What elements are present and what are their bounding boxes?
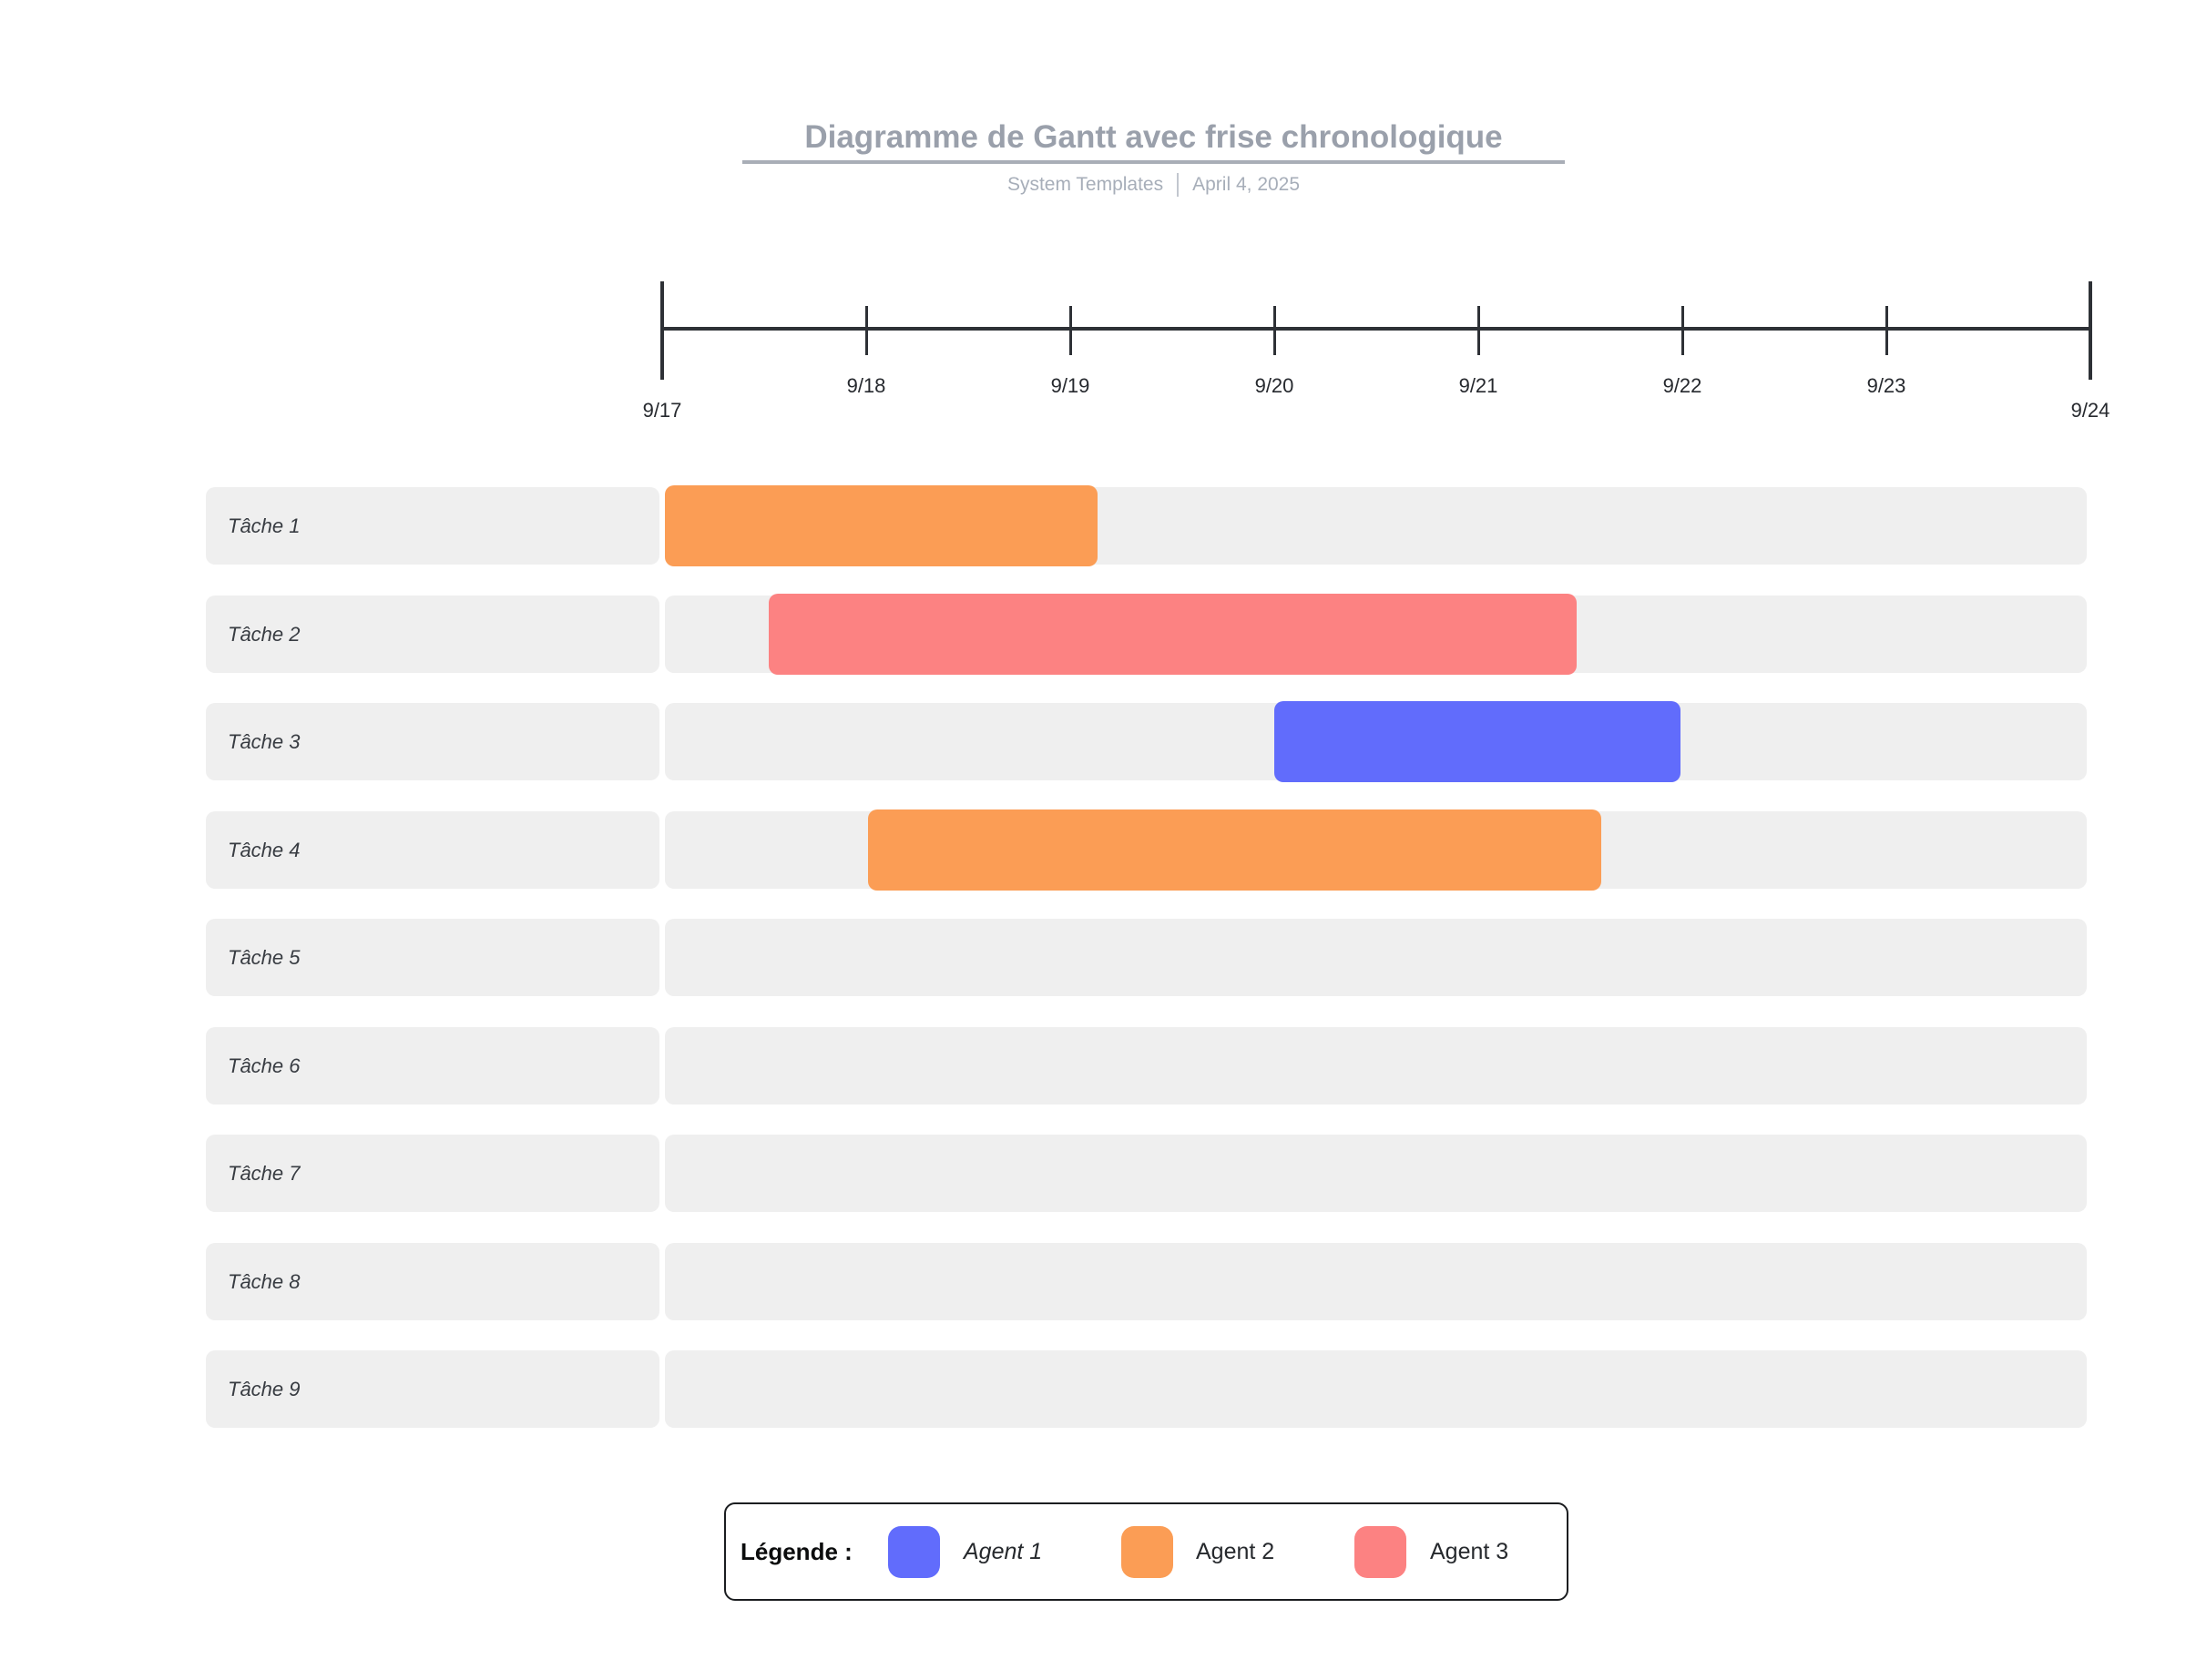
timeline-tick-label-9-19: 9/19: [1050, 374, 1090, 397]
gantt-bar-tache-1[interactable]: [665, 485, 1098, 566]
task-label-tache-9: Tâche 9: [228, 1378, 301, 1400]
task-track-tache-5: [665, 919, 2087, 996]
timeline-tick-label-9-22: 9/22: [1662, 374, 1702, 397]
title-underline: [742, 160, 1565, 164]
task-label-tache-5: Tâche 5: [228, 946, 301, 969]
timeline-tick-9-20: [1272, 306, 1276, 355]
legend-swatch-agent-1: [888, 1526, 940, 1578]
subtitle-source: System Templates: [1006, 174, 1164, 195]
gantt-bar-tache-2[interactable]: [768, 593, 1578, 675]
gantt-bar-tache-3[interactable]: [1274, 701, 1680, 782]
task-label-box-tache-8: [206, 1242, 659, 1320]
legend-title: Légende :: [741, 1538, 853, 1565]
task-track-tache-9: [665, 1350, 2087, 1428]
timeline-tick-9-17: [660, 281, 664, 380]
task-track-tache-6: [665, 1026, 2087, 1105]
task-label-box-tache-3: [206, 703, 659, 780]
task-label-box-tache-6: [206, 1026, 659, 1105]
task-label-tache-4: Tâche 4: [228, 838, 301, 861]
task-label-tache-3: Tâche 3: [228, 730, 301, 753]
timeline-tick-9-19: [1068, 306, 1072, 355]
legend-label-agent-2: Agent 2: [1196, 1539, 1275, 1564]
task-label-tache-2: Tâche 2: [228, 622, 301, 646]
timeline-tick-label-9-17: 9/17: [642, 399, 682, 422]
task-label-box-tache-5: [206, 919, 659, 996]
legend-swatch-agent-3: [1354, 1526, 1406, 1578]
timeline-tick-label-9-24: 9/24: [2070, 399, 2110, 422]
task-label-tache-7: Tâche 7: [228, 1162, 301, 1185]
task-label-tache-1: Tâche 1: [228, 514, 301, 537]
task-label-tache-8: Tâche 8: [228, 1269, 301, 1293]
task-label-box-tache-9: [206, 1350, 659, 1428]
legend-label-agent-1: Agent 1: [964, 1539, 1043, 1564]
task-track-tache-8: [665, 1242, 2087, 1320]
timeline-tick-label-9-21: 9/21: [1458, 374, 1498, 397]
legend-label-agent-3: Agent 3: [1430, 1539, 1509, 1564]
task-label-tache-6: Tâche 6: [228, 1054, 301, 1077]
timeline-axis-line: [662, 327, 2090, 331]
task-label-box-tache-7: [206, 1135, 659, 1212]
subtitle: System Templates April 4, 2025: [742, 171, 1565, 199]
timeline-tick-9-18: [864, 306, 868, 355]
subtitle-separator: [1177, 173, 1180, 197]
legend-swatch-agent-2: [1121, 1526, 1173, 1578]
timeline-tick-9-22: [1680, 306, 1684, 355]
page-title: Diagramme de Gantt avec frise chronologi…: [804, 119, 1503, 155]
task-label-box-tache-1: [206, 487, 659, 565]
timeline-tick-9-21: [1476, 306, 1480, 355]
gantt-bar-tache-4[interactable]: [868, 809, 1602, 891]
timeline-tick-9-24: [2089, 281, 2092, 380]
subtitle-date: April 4, 2025: [1192, 174, 1301, 195]
task-label-box-tache-4: [206, 810, 659, 889]
timeline-tick-label-9-23: 9/23: [1866, 374, 1906, 397]
task-track-tache-7: [665, 1135, 2087, 1212]
timeline-tick-label-9-20: 9/20: [1254, 374, 1294, 397]
timeline-tick-9-23: [1885, 306, 1888, 355]
task-label-box-tache-2: [206, 595, 659, 673]
timeline-tick-label-9-18: 9/18: [846, 374, 886, 397]
